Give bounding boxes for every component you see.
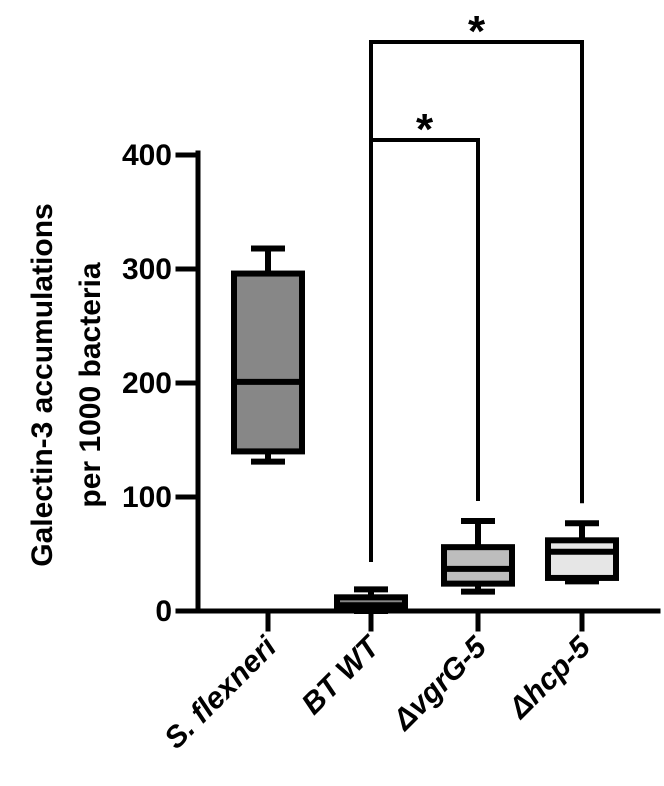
significance-bracket-0: * — [369, 105, 480, 562]
box-1 — [334, 586, 408, 614]
box-0 — [231, 245, 305, 465]
y-tick-label-0: 0 — [155, 595, 172, 628]
significance-bracket-1: * — [369, 7, 584, 562]
y-tick-label-300: 300 — [122, 253, 172, 286]
y-tick-label-400: 400 — [122, 139, 172, 172]
box-body — [441, 544, 515, 587]
y-tick-label-100: 100 — [122, 481, 172, 514]
x-category-label-3: Δhcp-5 — [502, 630, 598, 726]
x-category-label-0: S. flexneri — [158, 630, 283, 755]
box-3 — [545, 520, 619, 585]
x-category-label-2: ΔvgrG-5 — [386, 630, 494, 738]
y-tick-label-200: 200 — [122, 367, 172, 400]
significance-star: * — [416, 105, 434, 154]
significance-star: * — [468, 7, 486, 56]
bracket-line — [369, 40, 584, 562]
x-category-label-1: BT WT — [295, 629, 387, 721]
y-axis-title-line-1: Galectin-3 accumulations — [26, 203, 59, 566]
box-body — [545, 537, 619, 581]
y-axis-title-line-2: per 1000 bacteria — [74, 262, 107, 507]
box-2 — [441, 517, 515, 595]
box-body — [231, 270, 305, 455]
bracket-line — [369, 138, 480, 562]
